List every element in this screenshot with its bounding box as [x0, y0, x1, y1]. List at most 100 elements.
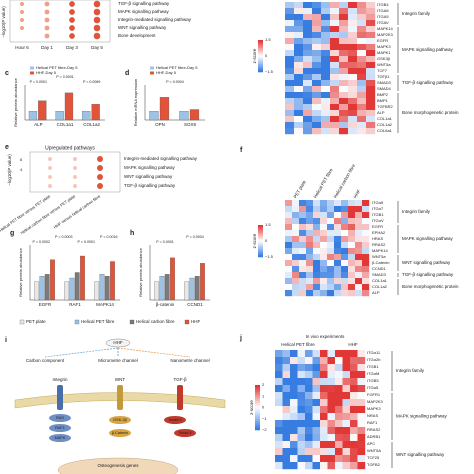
heatmap-cell — [330, 128, 340, 135]
heatmap-cell — [292, 236, 300, 243]
heatmap-cell — [357, 20, 367, 27]
heatmap-cell — [320, 427, 328, 435]
dot — [73, 166, 77, 170]
colorbar-tick: 2 — [262, 382, 265, 387]
heatmap-cell — [320, 272, 328, 279]
heatmap-cell — [335, 378, 343, 386]
heatmap-cell — [357, 434, 366, 442]
heatmap-cell — [342, 420, 351, 428]
gene-label: BMP2 — [377, 92, 389, 97]
dot — [20, 10, 24, 14]
colorbar — [255, 391, 260, 395]
gene-label: TGFβ1 — [377, 74, 390, 79]
heatmap-cell — [327, 230, 335, 237]
heatmap-cell — [282, 441, 291, 449]
dot — [69, 9, 75, 15]
heatmap-cell — [357, 427, 366, 435]
panel-letter: j — [239, 335, 242, 342]
heatmap-cell — [306, 242, 314, 249]
dot — [44, 17, 50, 23]
dot — [93, 8, 101, 16]
heatmap-cell — [320, 284, 328, 291]
heatmap-cell — [357, 462, 366, 470]
heatmap-cell — [321, 26, 331, 33]
heatmap-cell — [348, 212, 356, 219]
heatmap-cell — [342, 441, 351, 449]
heatmap-cell — [282, 455, 291, 463]
heatmap-cell — [357, 86, 367, 93]
bar — [104, 276, 110, 301]
heatmap-cell — [320, 206, 328, 213]
heatmap-cell — [294, 26, 304, 33]
plot-frame — [29, 151, 121, 193]
heatmap-cell — [320, 278, 328, 285]
colorbar-tick: 0 — [265, 238, 268, 243]
p-value: P = 0.0016 — [100, 235, 117, 239]
colorbar — [258, 57, 263, 60]
heatmap-cell — [327, 278, 335, 285]
dot — [20, 2, 24, 6]
heatmap-cell — [355, 248, 363, 255]
heatmap-cell — [290, 406, 298, 414]
heatmap-cell — [285, 44, 295, 51]
heatmap-cell — [330, 62, 340, 69]
heatmap-cell — [313, 290, 321, 297]
legend-swatch — [30, 66, 34, 70]
heatmap-cell — [320, 364, 328, 372]
heatmap-cell — [327, 260, 335, 267]
heatmap-cell — [362, 236, 370, 243]
node-label: HHF — [113, 340, 122, 345]
group-label: MAPK signalling pathway — [402, 236, 454, 241]
gene-label: ITGB1 — [367, 364, 379, 369]
heatmap-cell — [299, 254, 307, 261]
heatmap-cell — [327, 427, 336, 435]
heatmap-cell — [355, 236, 363, 243]
heatmap-cell — [285, 254, 293, 261]
heatmap-cell — [305, 371, 313, 379]
colorbar — [258, 64, 263, 66]
x-tick-label: SOX9 — [184, 122, 197, 127]
heatmap-cell — [339, 14, 349, 21]
heatmap-cell — [313, 278, 321, 285]
heatmap-cell — [306, 206, 314, 213]
x-tick-label: CCND1 — [187, 302, 203, 307]
heatmap-cell — [327, 385, 336, 393]
heatmap-cell — [321, 62, 331, 69]
heatmap-cell — [313, 260, 321, 267]
heatmap-cell — [306, 278, 314, 285]
heatmap-cell — [305, 364, 313, 372]
bar — [34, 281, 40, 301]
heatmap-cell — [297, 441, 306, 449]
heatmap-cell — [348, 236, 356, 243]
heatmap-cell — [312, 44, 322, 51]
node — [49, 424, 71, 432]
heatmap-cell — [357, 38, 367, 45]
colorbar-tick: 0 — [262, 405, 265, 410]
heatmap-cell — [282, 385, 291, 393]
heatmap-cell — [339, 20, 349, 27]
heatmap-cell — [327, 455, 336, 463]
heatmap-cell — [355, 254, 363, 261]
heatmap-cell — [357, 371, 366, 379]
gene-label: MAPK1 — [377, 50, 391, 55]
heatmap-cell — [299, 218, 307, 225]
heatmap-cell — [285, 284, 293, 291]
gene-label: SMAD3 — [377, 80, 392, 85]
colorbar — [258, 242, 263, 245]
group-label: Bone morphogenetic protein — [402, 284, 459, 289]
heatmap-cell — [290, 448, 298, 456]
heatmap-cell — [342, 406, 351, 414]
heatmap-cell — [294, 44, 304, 51]
heatmap-cell — [312, 371, 321, 379]
bar — [149, 111, 159, 121]
heatmap-cell — [275, 357, 283, 365]
colorbar — [258, 68, 263, 71]
heatmap-cell — [357, 62, 367, 69]
heatmap-cell — [342, 434, 351, 442]
heatmap-cell — [350, 427, 358, 435]
heatmap-cell — [320, 260, 328, 267]
node-label: GSK-3β — [113, 418, 127, 422]
heatmap-cell — [285, 218, 293, 225]
heatmap-cell — [292, 200, 300, 207]
heatmap-cell — [275, 420, 283, 428]
